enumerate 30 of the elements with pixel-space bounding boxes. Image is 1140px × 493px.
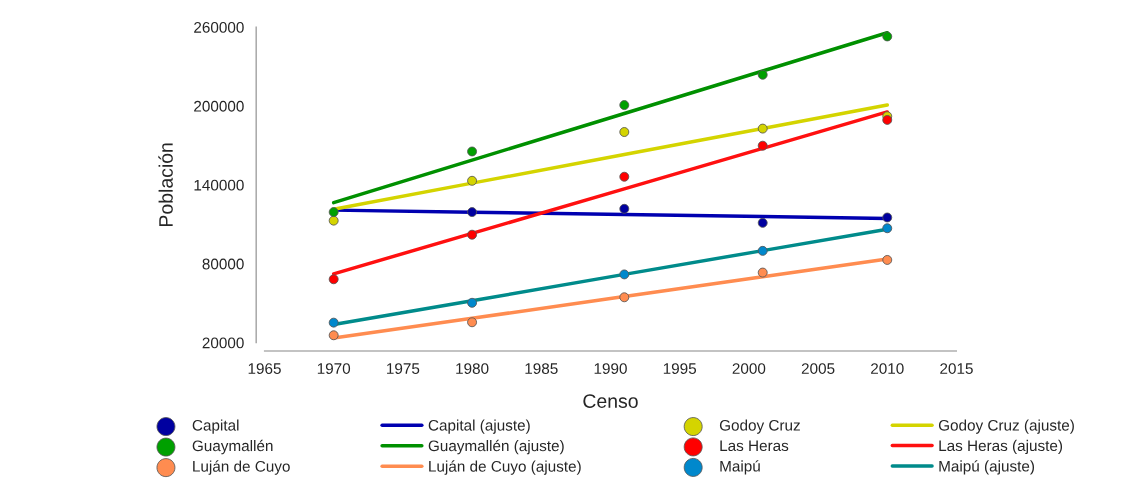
legend-label: Las Heras (ajuste) (939, 439, 1063, 455)
legend-label: Capital (192, 419, 239, 434)
x-tick-label: 2005 (801, 363, 835, 374)
x-tick-label: 1995 (663, 363, 697, 374)
x-tick-label: 1990 (594, 363, 627, 374)
legend-label: Capital (ajuste) (428, 419, 530, 434)
x-tick-label: 1965 (248, 363, 281, 374)
legend-label: Luján de Cuyo (ajuste) (429, 460, 581, 475)
y-tick-label: 260000 (194, 21, 244, 33)
legend-label: Las Heras (720, 440, 789, 452)
y-tick-label: 200000 (194, 100, 244, 112)
x-tick-label: 1980 (456, 363, 489, 374)
legend-label: Godoy Cruz (719, 419, 800, 434)
x-tick-label: 2010 (871, 363, 904, 374)
x-tick-label: 2000 (732, 363, 766, 374)
legend-label: Maipú (720, 460, 760, 475)
x-tick-label: 1975 (387, 363, 420, 374)
y-tick-label: 80000 (202, 258, 244, 270)
legend-label: Guaymallén (192, 439, 273, 455)
legend-label: Guaymallén (ajuste) (428, 439, 564, 455)
x-tick-label: 1970 (317, 363, 351, 374)
x-tick-label: 2015 (940, 363, 973, 374)
y-tick-label: 20000 (202, 337, 244, 349)
legend-label: Maipú (ajuste) (939, 460, 1035, 475)
legend-label: Godoy Cruz (ajuste) (938, 419, 1074, 434)
x-axis-title: Censo (583, 394, 638, 408)
x-tick-label: 1985 (525, 363, 558, 374)
y-tick-label: 140000 (194, 179, 244, 191)
legend-label: Luján de Cuyo (193, 460, 290, 475)
y-axis-title: Población (158, 143, 173, 226)
